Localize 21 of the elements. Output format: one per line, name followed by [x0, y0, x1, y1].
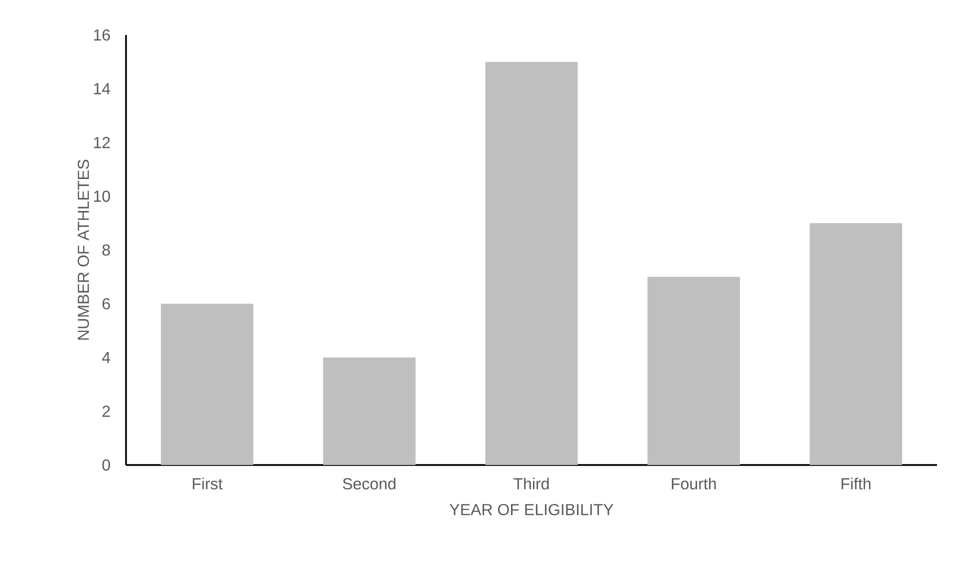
bar	[810, 223, 902, 465]
bar	[647, 276, 740, 465]
bar	[485, 62, 578, 465]
y-tick-label: 2	[102, 406, 110, 417]
x-tick-label: First	[192, 478, 223, 490]
x-tick-label: Fifth	[842, 478, 870, 490]
bar	[323, 357, 416, 465]
bar	[160, 304, 254, 465]
x-tick-label: Fourth	[672, 478, 716, 490]
y-tick-label: 4	[102, 352, 110, 363]
x-tick-label: Second	[342, 478, 396, 490]
y-tick-label: 10	[94, 190, 110, 202]
y-tick-label: 8	[102, 244, 110, 256]
y-tick-label: 16	[94, 29, 110, 41]
x-axis-title: YEAR OF ELIGIBILITY	[450, 504, 614, 516]
y-axis-title: NUMBER OF ATHLETES	[78, 160, 90, 340]
y-tick-label: 6	[102, 298, 110, 310]
y-tick-label: 12	[94, 136, 110, 148]
y-tick-label: 0	[102, 459, 110, 471]
x-tick-label: Third	[514, 478, 549, 490]
y-tick-label: 14	[94, 83, 110, 94]
